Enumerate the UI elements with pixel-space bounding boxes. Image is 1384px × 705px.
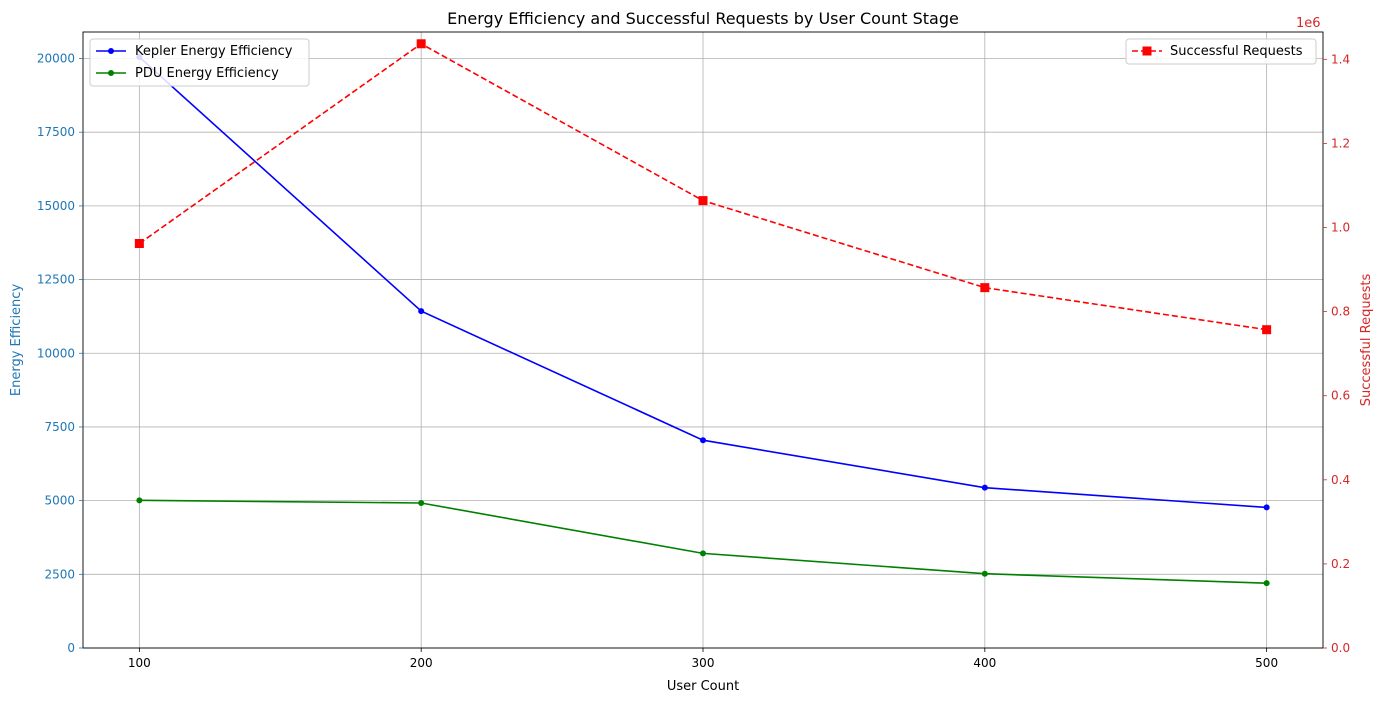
right-axis-offset-text: 1e6: [1296, 16, 1321, 31]
y-left-tick-label: 12500: [37, 273, 75, 287]
data-point-square: [134, 239, 144, 249]
legend-right-frame: [1125, 38, 1317, 65]
y-right-tick-label: 0.0: [1331, 641, 1350, 655]
y-right-tick-label: 0.8: [1331, 305, 1350, 319]
y-left-tick-label: 17500: [37, 125, 75, 139]
x-tick-label: 500: [1255, 656, 1278, 670]
y-left-tick-label: 15000: [37, 199, 75, 213]
data-point: [700, 437, 706, 444]
y-right-tick-label: 1.2: [1331, 136, 1350, 150]
chart-title: Energy Efficiency and Successful Request…: [447, 9, 959, 28]
legend-swatch-marker: [1142, 46, 1152, 56]
x-tick-label: 300: [692, 656, 715, 670]
y-right-tick-label: 1.4: [1331, 52, 1350, 66]
y-left-tick-label: 10000: [37, 346, 75, 360]
data-point: [1263, 580, 1270, 587]
legend-right: Successful Requests: [1125, 38, 1317, 65]
data-point-square: [980, 283, 990, 293]
data-point-square: [416, 39, 426, 49]
y-left-tick-label: 20000: [37, 52, 75, 66]
legend-swatch-marker: [108, 70, 114, 76]
x-tick-label: 200: [410, 656, 433, 670]
data-point-square: [1262, 325, 1272, 335]
y-right-tick-label: 0.2: [1331, 557, 1350, 571]
data-point: [981, 484, 988, 491]
data-point: [418, 499, 425, 506]
legend-label: Successful Requests: [1170, 44, 1303, 59]
legend-label: Kepler Energy Efficiency: [135, 44, 293, 59]
x-tick-label: 400: [973, 656, 996, 670]
y-axis-right-label: Successful Requests: [1359, 274, 1374, 407]
y-left-tick-label: 5000: [44, 494, 75, 508]
data-point: [981, 570, 988, 577]
y-right-tick-label: 0.6: [1331, 389, 1350, 403]
x-axis-label: User Count: [667, 679, 739, 694]
data-point: [1263, 504, 1270, 511]
legend-left: Kepler Energy Efficiency PDU Energy Effic…: [89, 38, 310, 87]
axes-layer: 100 200 300 400 5000250050007500100001250015…: [37, 31, 1350, 670]
legend-swatch-marker: [108, 48, 114, 54]
data-point: [136, 497, 143, 504]
x-tick-label: 100: [128, 656, 151, 670]
data-point: [418, 308, 425, 315]
y-axis-left-label: Energy Efficiency: [9, 284, 24, 397]
y-left-tick-label: 2500: [44, 567, 75, 581]
y-left-tick-label: 0: [67, 641, 75, 655]
legend-label: PDU Energy Efficiency: [135, 66, 279, 81]
y-right-tick-label: 0.4: [1331, 473, 1350, 487]
y-left-tick-label: 7500: [44, 420, 75, 434]
series-layer: [134, 39, 1272, 587]
data-point: [700, 550, 706, 557]
y-right-tick-label: 1.0: [1331, 221, 1350, 235]
data-point-square: [698, 196, 708, 206]
legend-left-frame: [89, 38, 310, 87]
